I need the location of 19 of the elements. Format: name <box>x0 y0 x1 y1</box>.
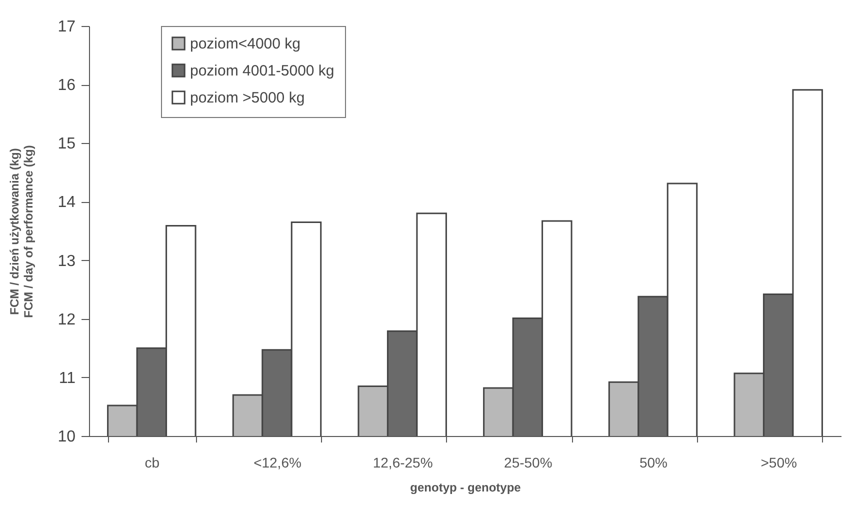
y-tick-label: 13 <box>58 252 76 270</box>
x-axis-title: genotyp - genotype <box>410 480 522 494</box>
legend-label: poziom<4000 kg <box>190 36 300 52</box>
x-tick-label: >50% <box>760 454 797 470</box>
y-axis-title: FCM / dzień użytkowania (kg) FCM / day of performance (kg) <box>8 145 36 318</box>
y-tick-label: 15 <box>58 136 76 153</box>
x-tick-label: <12,6% <box>254 454 302 470</box>
y-tick-label: 10 <box>58 428 76 446</box>
y-tick-label: 14 <box>58 194 76 212</box>
y-tick-label: 17 <box>58 18 76 36</box>
y-tick-label: 16 <box>58 77 76 94</box>
y-tick-label: 11 <box>58 370 76 387</box>
x-tick-label: cb <box>144 454 160 470</box>
y-tick-label: 12 <box>58 311 76 328</box>
legend-label: poziom 4001-5000 kg <box>190 62 334 80</box>
x-tick-label: 25-50% <box>504 454 552 470</box>
legend-label: poziom >5000 kg <box>190 90 305 106</box>
x-tick-label: 12,6-25% <box>372 454 433 470</box>
x-tick-label: 50% <box>639 454 668 470</box>
